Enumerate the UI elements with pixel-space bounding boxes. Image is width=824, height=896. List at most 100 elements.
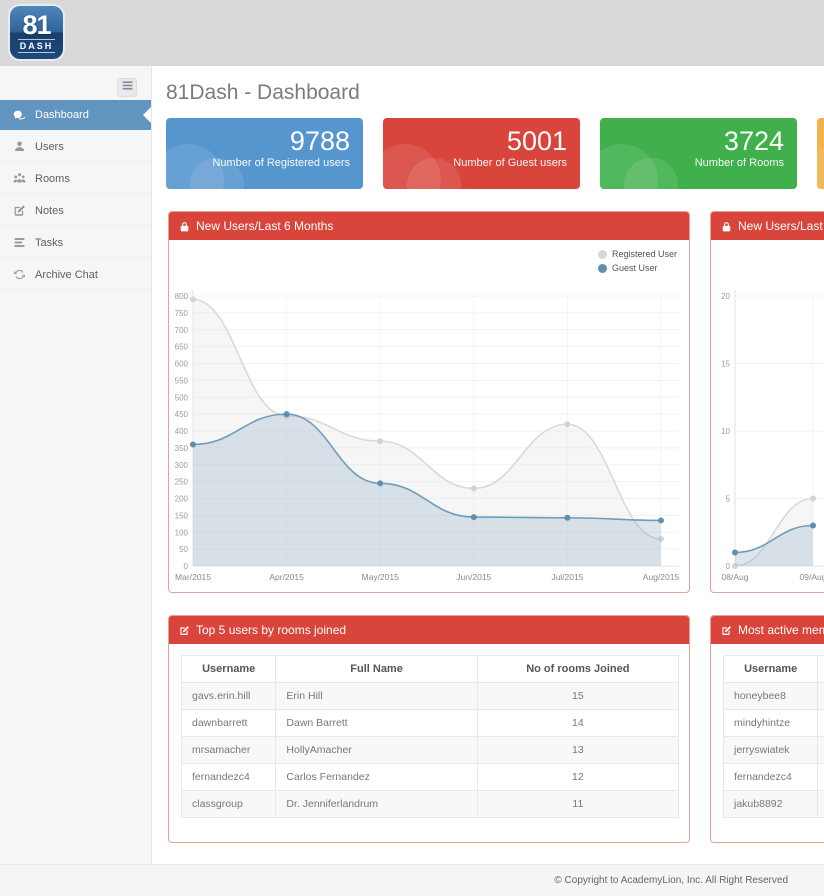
chart-area: 0510152008/Aug09/Aug	[711, 240, 824, 593]
svg-text:50: 50	[179, 545, 188, 554]
hamburger-icon	[121, 79, 134, 97]
table-cell	[818, 737, 824, 764]
menu-toggle-button[interactable]	[117, 78, 137, 97]
sidebar-item-users[interactable]: Users	[0, 132, 151, 162]
svg-text:400: 400	[175, 427, 189, 436]
panel-new-users-6-months: New Users/Last 6 Months Registered User G…	[168, 211, 690, 593]
table-cell: gavs.erin.hill	[182, 683, 276, 710]
sidebar-item-notes[interactable]: Notes	[0, 196, 151, 226]
table-row: dawnbarrettDawn Barrett14	[182, 710, 679, 737]
svg-text:550: 550	[175, 376, 189, 385]
svg-text:15: 15	[721, 360, 730, 369]
chart-legend: Registered User Guest User	[598, 249, 677, 273]
table-cell: mindyhintze	[724, 710, 818, 737]
table-cell: fernandezc4	[724, 764, 818, 791]
sidebar-item-label: Notes	[35, 205, 64, 217]
copyright-text: © Copyright to AcademyLion, Inc. All Rig…	[554, 875, 788, 886]
edit-icon	[179, 625, 190, 636]
column-header: Username	[182, 656, 276, 683]
stat-card-registered-users: 9788Number of Registered users	[166, 118, 363, 189]
sidebar-menu: Dashboard Users Rooms Notes Tasks Archive Cha…	[0, 100, 151, 292]
table-cell: mrsamacher	[182, 737, 276, 764]
table-row: fernandezc4Carlos Fernandez12	[182, 764, 679, 791]
table-cell: 15	[477, 683, 678, 710]
table-row: fernandezc4	[724, 764, 824, 791]
svg-text:250: 250	[175, 478, 189, 487]
svg-text:Aug/2015: Aug/2015	[643, 572, 680, 582]
user-icon	[13, 140, 26, 153]
table-row: classgroupDr. Jenniferlandrum11	[182, 791, 679, 818]
table-row: mindyhintze	[724, 710, 824, 737]
svg-text:Jun/2015: Jun/2015	[456, 572, 491, 582]
sidebar-item-label: Users	[35, 141, 64, 153]
svg-text:May/2015: May/2015	[362, 572, 400, 582]
sidebar-item-label: Dashboard	[35, 109, 89, 121]
svg-text:0: 0	[726, 562, 731, 571]
stat-label: Number of Registered users	[179, 157, 350, 169]
svg-text:700: 700	[175, 326, 189, 335]
rooms-icon	[13, 172, 26, 185]
stat-card-rooms: 3724Number of Rooms	[600, 118, 797, 189]
charts-row: New Users/Last 6 Months Registered User G…	[168, 211, 824, 593]
table-header-row: Username	[724, 656, 824, 683]
legend-item-guest-user[interactable]: Guest User	[598, 263, 677, 273]
panel-header: Top 5 users by rooms joined	[169, 616, 689, 644]
table-cell	[818, 683, 824, 710]
table-cell	[818, 764, 824, 791]
line-chart-svg: 0501001502002503003504004505005506006507…	[169, 240, 690, 588]
table-row: jakub8892	[724, 791, 824, 818]
column-header: Full Name	[276, 656, 477, 683]
sidebar-item-label: Tasks	[35, 237, 63, 249]
sidebar-item-label: Archive Chat	[35, 269, 98, 281]
table-cell: classgroup	[182, 791, 276, 818]
table-cell: 14	[477, 710, 678, 737]
panel-top-5-users: Top 5 users by rooms joined UsernameFull…	[168, 615, 690, 843]
chart-area: 0501001502002503003504004505005506006507…	[169, 240, 689, 593]
active-members-table: Usernamehoneybee8mindyhintzejerryswiatek…	[723, 655, 824, 818]
sidebar-item-archive-chat[interactable]: Archive Chat	[0, 260, 151, 290]
decorative-circle	[817, 144, 824, 189]
table-cell: 11	[477, 791, 678, 818]
footer: © Copyright to AcademyLion, Inc. All Rig…	[0, 864, 824, 896]
sidebar-item-rooms[interactable]: Rooms	[0, 164, 151, 194]
archive-chat-icon	[13, 268, 26, 281]
stat-label: Number of Rooms	[613, 157, 784, 169]
sidebar-item-label: Rooms	[35, 173, 70, 185]
panel-title: Top 5 users by rooms joined	[196, 623, 346, 637]
panel-header: New Users/Last 6 Months	[169, 212, 689, 240]
svg-text:500: 500	[175, 393, 189, 402]
edit-icon	[721, 625, 732, 636]
stat-card-guest-users: 5001Number of Guest users	[383, 118, 580, 189]
panel-most-active-members: Most active members Usernamehoneybee8min…	[710, 615, 824, 843]
sidebar-item-tasks[interactable]: Tasks	[0, 228, 151, 258]
brand-logo[interactable]: 81 DASH	[8, 4, 65, 61]
notes-icon	[13, 204, 26, 217]
table-cell: dawnbarrett	[182, 710, 276, 737]
logo-text-81: 81	[22, 12, 50, 38]
svg-text:600: 600	[175, 360, 189, 369]
legend-item-registered-user[interactable]: Registered User	[598, 249, 677, 259]
column-header: Username	[724, 656, 818, 683]
legend-dot	[598, 250, 607, 259]
logo-text-dash: DASH	[18, 39, 56, 53]
table-cell: HollyAmacher	[276, 737, 477, 764]
table-cell: Dawn Barrett	[276, 710, 477, 737]
table-cell: jerryswiatek	[724, 737, 818, 764]
table-cell: 12	[477, 764, 678, 791]
sidebar-item-dashboard[interactable]: Dashboard	[0, 100, 151, 130]
app-window: 81 DASH Dashboard Users Rooms Notes Tasks Arc…	[0, 0, 824, 896]
table-row: mrsamacherHollyAmacher13	[182, 737, 679, 764]
stat-label: Number of Guest users	[396, 157, 567, 169]
table-row: gavs.erin.hillErin Hill15	[182, 683, 679, 710]
top-users-table: UsernameFull NameNo of rooms Joinedgavs.…	[181, 655, 679, 818]
svg-text:09/Aug: 09/Aug	[800, 572, 824, 582]
table-cell: 13	[477, 737, 678, 764]
line-chart-svg: 0510152008/Aug09/Aug	[711, 240, 824, 588]
table-cell: fernandezc4	[182, 764, 276, 791]
stat-card-partial-card	[817, 118, 824, 189]
top-bar: 81 DASH	[0, 0, 824, 66]
svg-text:750: 750	[175, 309, 189, 318]
table-header-row: UsernameFull NameNo of rooms Joined	[182, 656, 679, 683]
svg-text:Apr/2015: Apr/2015	[269, 572, 304, 582]
panel-new-users-7-days: New Users/Last 7 Days Registered UserGue…	[710, 211, 824, 593]
